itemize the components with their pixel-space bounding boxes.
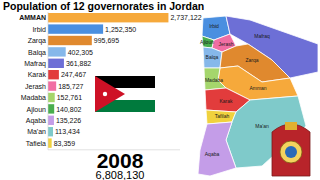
category-label: Aqaba [26, 117, 46, 125]
bar [48, 104, 54, 113]
map-label: Zarqa [245, 57, 258, 63]
category-label: Madaba [21, 94, 46, 101]
map-label: Madaba [205, 77, 223, 83]
bar [48, 36, 92, 45]
bar [48, 93, 55, 102]
bar [48, 24, 103, 33]
value-label: 247,467 [61, 71, 86, 78]
total: 6,808,130 [96, 169, 145, 180]
y-axis-line [48, 12, 49, 150]
map-label: Tafilah [215, 113, 230, 119]
bar [48, 127, 53, 136]
category-label: Ma'an [27, 128, 46, 135]
bars [48, 13, 168, 148]
category-label: AMMAN [19, 14, 46, 21]
map: Irbid Ajloun Jerash Mafraq Balqa Zarqa Amman Ma… [198, 16, 318, 176]
value-label: 185,727 [58, 83, 83, 90]
bar [48, 70, 59, 79]
crown [285, 122, 297, 130]
bar [48, 116, 54, 125]
map-label: Balqa [206, 54, 219, 60]
bar [48, 13, 168, 22]
emblem [280, 141, 302, 163]
map-label: Karak [219, 98, 233, 104]
category-label: Irbid [32, 26, 46, 33]
map-label: Aqaba [205, 151, 220, 157]
labels: AMMAN 2,737,122 Irbid 1,252,350 Zarqa 995,695… [19, 14, 202, 146]
flag-triangle [95, 76, 125, 112]
value-label: 361,882 [66, 60, 91, 67]
category-label: Ajloun [27, 106, 47, 114]
chart: Irbid Ajloun Jerash Mafraq Balqa Zarqa Amman Ma… [0, 0, 320, 180]
value-label: 113,434 [55, 128, 80, 135]
bar [48, 47, 66, 56]
map-region [204, 68, 226, 90]
value-label: 402,305 [68, 49, 93, 56]
map-label: Mafraq [254, 33, 270, 39]
map-label: Irbid [209, 23, 219, 29]
value-label: 2,737,122 [170, 14, 201, 21]
emblem-center [285, 146, 297, 158]
category-label: Mafraq [24, 60, 46, 68]
map-label: Ma'an [255, 123, 269, 129]
category-label: Tafiela [26, 140, 46, 147]
category-label: Balqa [28, 49, 46, 57]
bar [48, 59, 64, 68]
value-label: 135,226 [56, 117, 81, 124]
title: Population of 12 governorates in Jordan [3, 0, 204, 12]
category-label: Jerash [25, 83, 46, 90]
mantle [272, 124, 310, 176]
bar [48, 138, 52, 147]
root: Irbid Ajloun Jerash Mafraq Balqa Zarqa Amman Ma… [0, 0, 320, 180]
map-label: Amman [249, 85, 266, 91]
value-label: 995,695 [94, 37, 119, 44]
value-label: 1,252,350 [105, 26, 136, 33]
value-label: 140,802 [56, 106, 81, 113]
map-label: Ajloun [200, 39, 214, 45]
bar [48, 81, 56, 90]
coat-of-arms [272, 122, 310, 176]
map-label: Jerash [218, 41, 233, 47]
category-label: Zarqa [28, 37, 46, 45]
flag [95, 76, 155, 112]
map-region [203, 47, 222, 68]
flag-star [103, 92, 107, 96]
value-label: 152,761 [57, 94, 82, 101]
map-region [198, 122, 236, 176]
category-label: Karak [28, 71, 47, 78]
value-label: 83,359 [54, 140, 76, 147]
